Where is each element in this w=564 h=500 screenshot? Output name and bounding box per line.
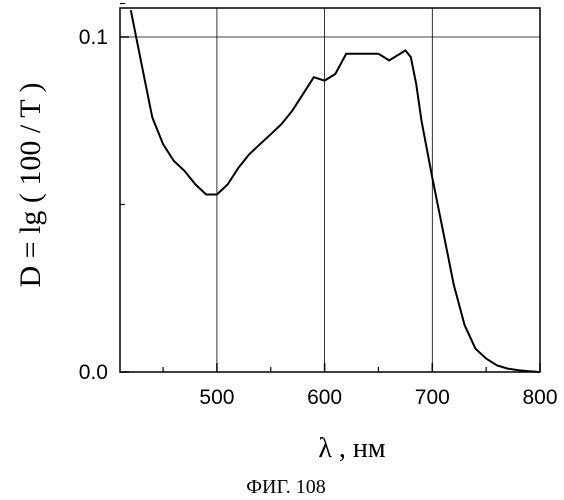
series-line xyxy=(131,10,540,372)
tick-marks xyxy=(120,4,540,373)
x-tick-label: 500 xyxy=(199,386,234,409)
x-axis-title: λ , нм xyxy=(318,433,386,464)
x-tick-label: 600 xyxy=(307,386,342,409)
tick-labels: 500 600 700 800 0.0 0.1 xyxy=(79,26,558,409)
plot-frame xyxy=(120,8,540,372)
y-tick-label: 0.0 xyxy=(79,361,108,384)
grid-lines xyxy=(120,8,540,372)
x-tick-label: 700 xyxy=(415,386,450,409)
x-tick-label: 800 xyxy=(522,386,557,409)
figure-caption: ФИГ. 108 xyxy=(246,476,326,498)
y-tick-label: 0.1 xyxy=(79,26,108,49)
y-axis-title: D = lg ( 100 / T ) xyxy=(14,83,47,288)
